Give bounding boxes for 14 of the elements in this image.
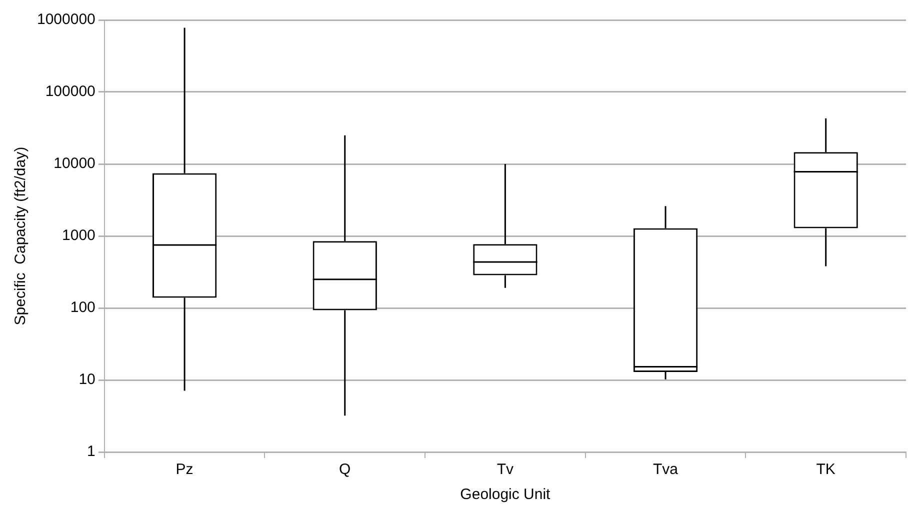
x-tick-label: Tva [653, 461, 679, 478]
x-tick-label: Pz [176, 461, 194, 478]
x-tick-label: Tv [496, 461, 514, 478]
y-tick-label: 1000000 [36, 11, 96, 28]
y-axis-title: Specific Capacity (ft2/day) [12, 146, 30, 326]
x-tick-label: TK [816, 461, 836, 478]
y-tick-label: 100 [70, 299, 96, 316]
y-tick-label: 1000 [62, 227, 96, 244]
x-tick-label: Q [339, 461, 351, 478]
y-tick-label: 100000 [45, 83, 96, 100]
y-tick-label: 1 [87, 443, 96, 460]
x-axis-title: Geologic Unit [460, 486, 552, 504]
y-tick-label: 10 [78, 371, 96, 388]
y-tick-label: 10000 [54, 155, 96, 172]
